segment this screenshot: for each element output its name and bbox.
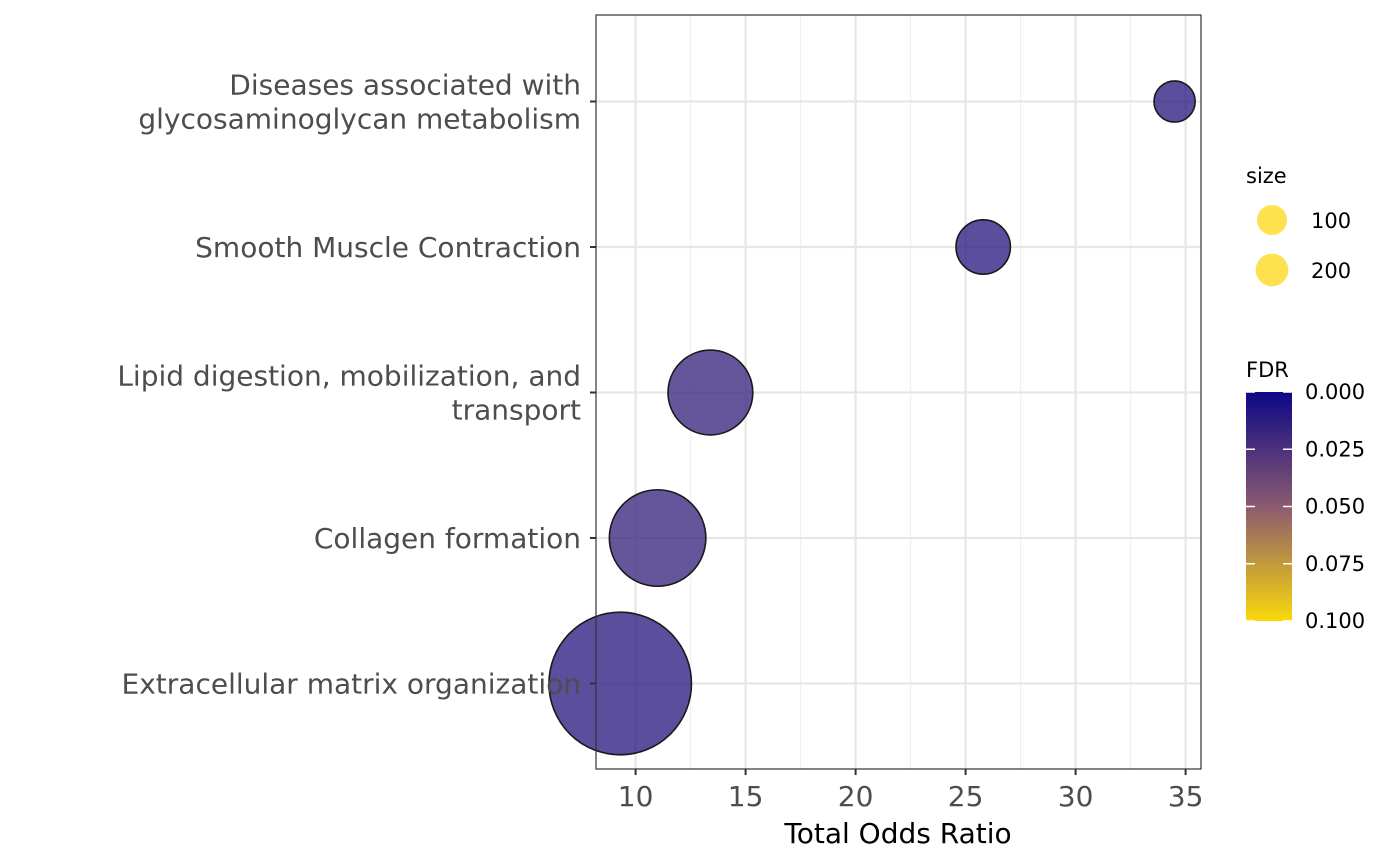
y-tick-label: Smooth Muscle Contraction	[195, 231, 581, 264]
fdr-legend-title: FDR	[1246, 358, 1289, 382]
size-legend-key	[1255, 253, 1289, 287]
y-axis: Diseases associated withglycosaminoglyca…	[117, 69, 596, 701]
y-tick-label: transport	[452, 394, 581, 427]
fdr-tick-label: 0.100	[1305, 609, 1365, 633]
size-legend-label: 100	[1311, 209, 1351, 233]
grid-lines	[596, 15, 1201, 769]
fdr-tick-label: 0.050	[1305, 495, 1365, 519]
x-tick-label: 35	[1168, 780, 1204, 813]
x-axis: 10 15 20 25 30 35	[618, 769, 1204, 813]
x-axis-title: Total Odds Ratio	[783, 817, 1011, 850]
data-point	[955, 218, 1012, 276]
x-tick-label: 10	[618, 780, 654, 813]
size-legend-title: size	[1246, 164, 1287, 188]
data-point	[608, 488, 707, 588]
x-tick-label: 15	[728, 780, 764, 813]
size-legend-key	[1257, 205, 1287, 235]
data-points	[548, 80, 1196, 756]
fdr-tick-label: 0.025	[1305, 437, 1365, 461]
data-point	[548, 611, 693, 756]
y-tick-label: Extracellular matrix organization	[122, 668, 581, 701]
fdr-legend: FDR 0.000 0.025 0.050 0.075 0.100	[1246, 358, 1365, 633]
x-tick-label: 30	[1058, 780, 1094, 813]
fdr-tick-label: 0.000	[1305, 380, 1365, 404]
fdr-tick-label: 0.075	[1305, 552, 1365, 576]
y-tick-label: Lipid digestion, mobilization, and	[117, 360, 581, 393]
x-tick-label: 25	[948, 780, 984, 813]
data-point	[1153, 80, 1196, 123]
size-legend: size 100 200	[1246, 164, 1351, 287]
data-point	[667, 349, 754, 436]
y-tick-label: Diseases associated with	[229, 69, 581, 102]
y-tick-label: Collagen formation	[314, 522, 581, 555]
y-tick-label: glycosaminoglycan metabolism	[138, 103, 581, 136]
x-tick-label: 20	[838, 780, 874, 813]
size-legend-label: 200	[1311, 259, 1351, 283]
